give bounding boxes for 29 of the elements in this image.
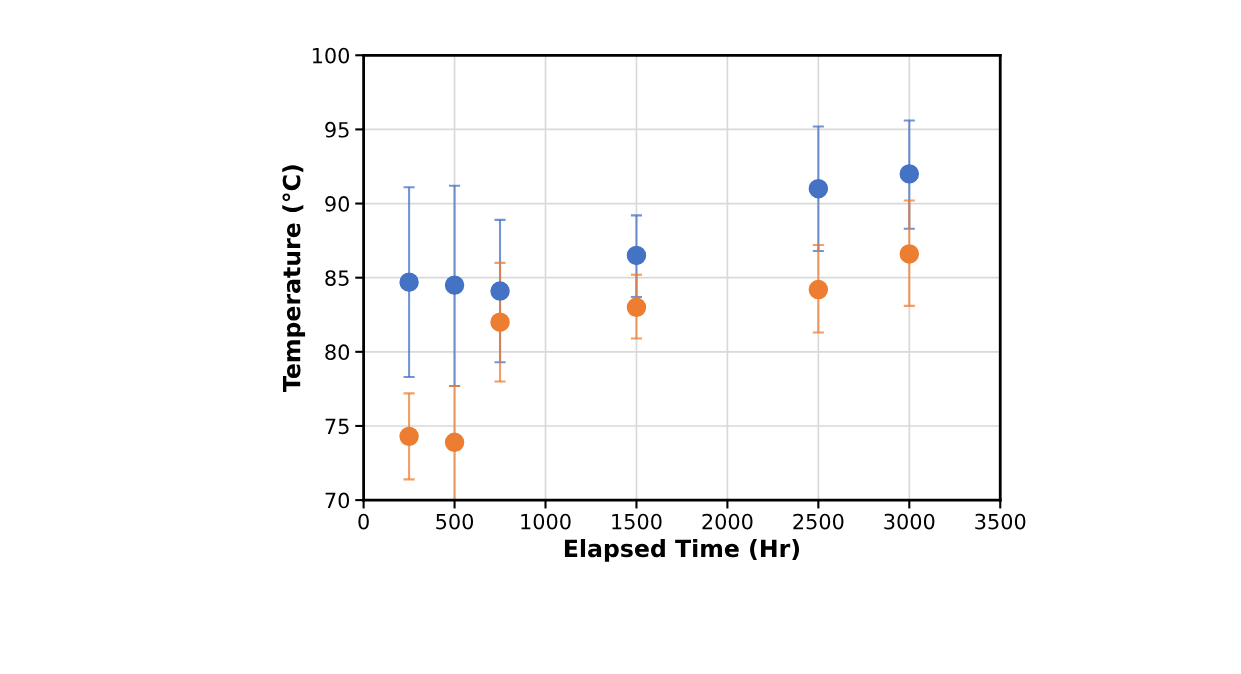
point: [899, 164, 920, 184]
x-tick-label: 0: [358, 513, 369, 530]
point: [399, 272, 419, 292]
x-tick-label: 3500: [975, 513, 1026, 530]
point: [490, 281, 510, 301]
x-tick-label: 3000: [884, 513, 935, 530]
x-tick-label: 1000: [521, 513, 571, 530]
point: [490, 312, 510, 332]
y-tick-label: 75: [325, 418, 349, 435]
y-tick-label: 80: [325, 344, 350, 361]
y-tick-label: 100: [312, 47, 350, 64]
y-tick-label: 95: [325, 121, 349, 138]
point: [808, 178, 829, 199]
point: [626, 245, 647, 266]
y-axis-title: Temperature (°C): [282, 165, 306, 392]
x-tick-label: 500: [436, 513, 474, 530]
point: [444, 432, 465, 453]
y-tick-label: 90: [325, 196, 350, 212]
x-axis-title: Elapsed Time (Hr): [564, 539, 800, 562]
x-tick-label: 2000: [702, 513, 753, 530]
point: [444, 275, 465, 295]
point: [899, 244, 920, 264]
point: [399, 426, 419, 447]
point: [626, 297, 647, 318]
x-tick-label: 1500: [612, 513, 662, 530]
point: [808, 279, 829, 300]
y-tick-label: 70: [325, 492, 350, 509]
x-tick-label: 2500: [793, 513, 844, 530]
y-tick-label: 85: [325, 270, 349, 286]
